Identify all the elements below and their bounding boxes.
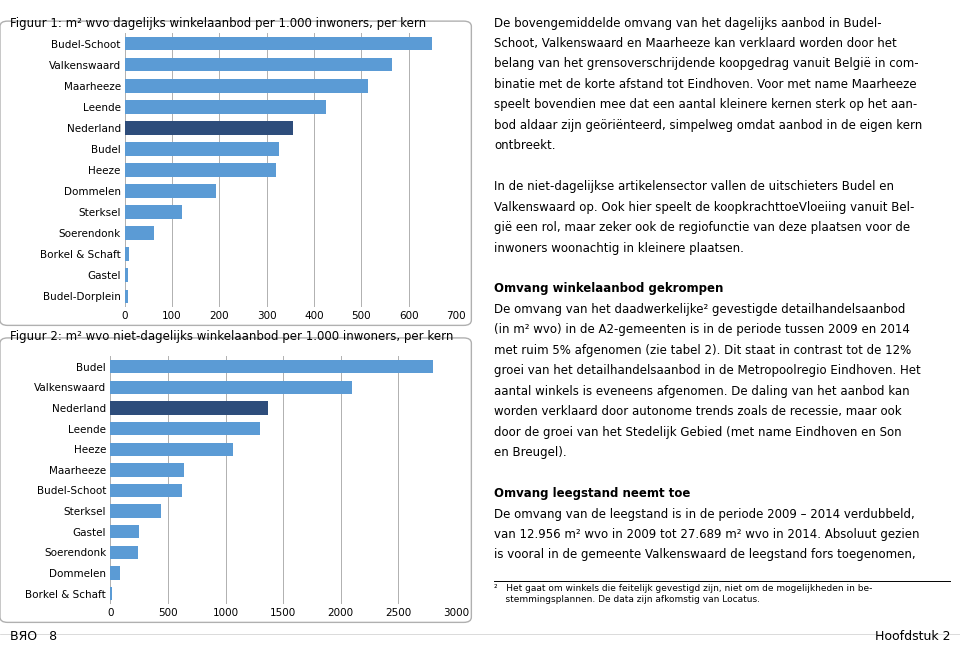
Text: Figuur 1: m² wvo dagelijks winkelaanbod per 1.000 inwoners, per kern: Figuur 1: m² wvo dagelijks winkelaanbod … [10,16,425,30]
Text: van 12.956 m² wvo in 2009 tot 27.689 m² wvo in 2014. Absoluut gezien: van 12.956 m² wvo in 2009 tot 27.689 m² … [494,528,920,541]
Text: Omvang winkelaanbod gekrompen: Omvang winkelaanbod gekrompen [494,282,724,296]
Text: (in m² wvo) in de A2-gemeenten is in de periode tussen 2009 en 2014: (in m² wvo) in de A2-gemeenten is in de … [494,323,910,337]
Bar [110,484,181,497]
Bar [125,163,276,177]
Bar [125,79,369,92]
Bar [110,463,184,477]
Text: ²   Het gaat om winkels die feitelijk gevestigd zijn, niet om de mogelijkheden i: ² Het gaat om winkels die feitelijk geve… [494,584,873,603]
Bar [125,100,325,114]
Text: In de niet-dagelijkse artikelensector vallen de uitschieters Budel en: In de niet-dagelijkse artikelensector va… [494,180,895,193]
Text: Figuur 2: m² wvo niet-dagelijks winkelaanbod per 1.000 inwoners, per kern: Figuur 2: m² wvo niet-dagelijks winkelaa… [10,330,453,343]
Bar [125,248,129,261]
Bar [125,269,128,282]
Text: gië een rol, maar zeker ook de regiofunctie van deze plaatsen voor de: gië een rol, maar zeker ook de regiofunc… [494,221,910,234]
Bar [125,205,181,219]
Bar [110,401,268,414]
Text: binatie met de korte afstand tot Eindhoven. Voor met name Maarheeze: binatie met de korte afstand tot Eindhov… [494,78,917,91]
Bar [110,360,433,374]
Text: inwoners woonachtig in kleinere plaatsen.: inwoners woonachtig in kleinere plaatsen… [494,242,744,255]
Bar [110,587,112,601]
Bar [110,381,352,394]
Text: en Breugel).: en Breugel). [494,446,567,459]
Text: aantal winkels is eveneens afgenomen. De daling van het aanbod kan: aantal winkels is eveneens afgenomen. De… [494,385,910,398]
Text: met ruim 5% afgenomen (zie tabel 2). Dit staat in contrast tot de 12%: met ruim 5% afgenomen (zie tabel 2). Dit… [494,344,912,357]
Bar [110,504,161,518]
Text: Omvang leegstand neemt toe: Omvang leegstand neemt toe [494,487,691,500]
Text: De omvang van het daadwerkelijke² gevestigde detailhandelsaanbod: De omvang van het daadwerkelijke² gevest… [494,303,906,316]
Bar [125,184,216,198]
Text: De bovengemiddelde omvang van het dagelijks aanbod in Budel-: De bovengemiddelde omvang van het dageli… [494,16,882,30]
Text: worden verklaard door autonome trends zoals de recessie, maar ook: worden verklaard door autonome trends zo… [494,405,902,418]
Bar [110,525,139,539]
Bar [110,442,232,456]
Text: Hoofdstuk 2: Hoofdstuk 2 [875,630,950,644]
Bar [125,121,293,135]
Text: BЯO   8: BЯO 8 [10,630,57,644]
Text: ontbreekt.: ontbreekt. [494,139,556,152]
Bar [110,422,260,436]
Text: speelt bovendien mee dat een aantal kleinere kernen sterk op het aan-: speelt bovendien mee dat een aantal klei… [494,98,918,112]
Bar [110,566,120,579]
Bar [125,37,432,50]
Bar [125,58,392,71]
Text: Schoot, Valkenswaard en Maarheeze kan verklaard worden door het: Schoot, Valkenswaard en Maarheeze kan ve… [494,37,898,50]
Text: door de groei van het Stedelijk Gebied (met name Eindhoven en Son: door de groei van het Stedelijk Gebied (… [494,426,902,439]
Text: De omvang van de leegstand is in de periode 2009 – 2014 verdubbeld,: De omvang van de leegstand is in de peri… [494,508,915,521]
Bar [125,226,155,240]
Text: Valkenswaard op. Ook hier speelt de koopkrachttoeVloeiing vanuit Bel-: Valkenswaard op. Ook hier speelt de koop… [494,201,915,214]
Bar [125,142,278,156]
Text: is vooral in de gemeente Valkenswaard de leegstand fors toegenomen,: is vooral in de gemeente Valkenswaard de… [494,548,916,562]
Text: groei van het detailhandelsaanbod in de Metropoolregio Eindhoven. Het: groei van het detailhandelsaanbod in de … [494,364,922,378]
Bar [110,546,138,559]
Bar [125,290,128,303]
Text: belang van het grensoverschrijdende koopgedrag vanuit België in com-: belang van het grensoverschrijdende koop… [494,57,919,71]
Text: bod aldaar zijn geöriënteerd, simpelweg omdat aanbod in de eigen kern: bod aldaar zijn geöriënteerd, simpelweg … [494,119,923,132]
